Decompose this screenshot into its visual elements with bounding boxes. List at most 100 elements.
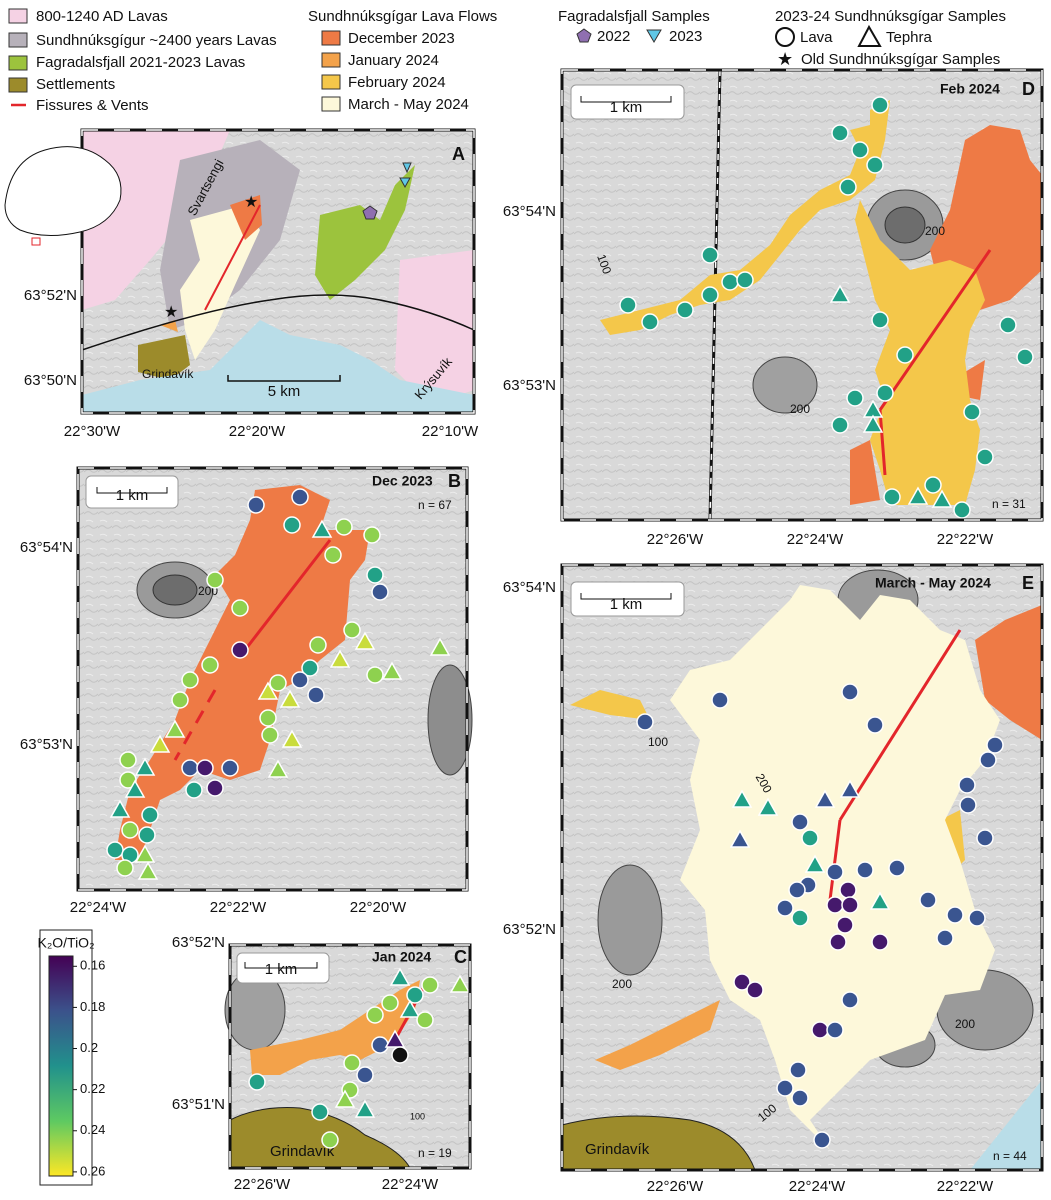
lava-sample xyxy=(309,636,327,654)
map-shape xyxy=(81,294,475,351)
lava-sample xyxy=(829,933,847,951)
map-shape xyxy=(4,146,122,236)
map-shape xyxy=(828,819,842,901)
lava-sample xyxy=(839,881,857,899)
lava-sample xyxy=(871,311,889,329)
group xyxy=(619,96,1034,519)
lava-sample xyxy=(283,516,301,534)
map-shape xyxy=(709,69,721,521)
lava-sample xyxy=(141,806,159,824)
lava-sample xyxy=(746,981,764,999)
map-label: Grindavík xyxy=(585,1141,650,1158)
lava-sample xyxy=(999,316,1017,334)
lava-sample xyxy=(311,1103,329,1121)
map-shape xyxy=(152,574,198,606)
tephra-sample xyxy=(311,519,333,538)
colorbar-tick-label: 0.2 xyxy=(80,1040,98,1055)
tephra-sample xyxy=(134,757,156,776)
tephra-sample xyxy=(869,891,891,910)
map-shape xyxy=(315,165,415,300)
map-label: 63°53'N xyxy=(20,736,73,753)
tephra-sample xyxy=(329,649,351,668)
map-label: Feb 2024 xyxy=(940,81,1000,97)
map-shape xyxy=(229,1107,411,1169)
lava-sample xyxy=(979,751,997,769)
lava-sample xyxy=(871,933,889,951)
tephra-sample xyxy=(384,1029,406,1048)
legend-swatch xyxy=(646,29,662,43)
lava-sample xyxy=(363,526,381,544)
map-shape xyxy=(580,593,672,600)
legend: 800-1240 AD Lavas Sundhnúksgígur ~2400 y… xyxy=(8,8,1006,114)
map-label: Grindavík xyxy=(142,367,194,381)
legend-label: 800-1240 AD Lavas xyxy=(36,8,168,25)
lava-sample xyxy=(391,1046,409,1064)
map-shape xyxy=(402,162,412,174)
lava-sample xyxy=(324,546,342,564)
map-label: 63°51'N xyxy=(172,1096,225,1113)
lava-sample xyxy=(866,156,884,174)
map-label: 22°24'W xyxy=(382,1176,439,1193)
map-label: 1 km xyxy=(610,596,643,613)
legend-label: 2023 xyxy=(669,28,702,45)
legend-label: Old Sundhnúksgígar Samples xyxy=(801,51,1000,68)
lava-sample xyxy=(181,671,199,689)
tephra-sample xyxy=(381,661,403,680)
tephra-sample xyxy=(281,729,303,748)
lava-sample xyxy=(826,1021,844,1039)
legend-title: 2023-24 Sundhnúksgígar Samples xyxy=(775,8,1006,25)
map-shape xyxy=(138,335,190,380)
lava-sample xyxy=(968,909,986,927)
lava-sample xyxy=(291,671,309,689)
map-label: 63°52'N xyxy=(24,287,77,304)
map-shape xyxy=(597,864,663,976)
colorbar-tick-label: 0.22 xyxy=(80,1081,105,1096)
map-shape xyxy=(427,664,473,776)
legend-label: Sundhnúksgígur ~2400 years Lavas xyxy=(36,32,277,49)
map-label: 22°20'W xyxy=(350,899,407,916)
map-label: March - May 2024 xyxy=(875,575,991,591)
map-shape xyxy=(399,177,411,189)
lava-sample xyxy=(116,859,134,877)
map-shape xyxy=(970,1080,1042,1170)
lava-sample xyxy=(321,1131,339,1149)
lava-sample xyxy=(171,691,189,709)
legend-label: Tephra xyxy=(886,29,933,46)
map-label: 63°52'N xyxy=(503,921,556,938)
legend-swatch: ★ xyxy=(777,49,793,69)
tephra-sample xyxy=(354,1099,376,1118)
lava-sample xyxy=(776,1079,794,1097)
tephra-sample xyxy=(257,681,279,700)
legend-label: February 2024 xyxy=(348,74,446,91)
lava-sample xyxy=(307,686,325,704)
map-label: n = 19 xyxy=(418,1146,452,1160)
colorbar-tick-label: 0.16 xyxy=(80,958,105,973)
map-label: 200 xyxy=(790,402,810,416)
lava-sample xyxy=(976,448,994,466)
map-shape xyxy=(77,467,468,891)
lava-sample xyxy=(791,909,809,927)
map-label: 63°53'N xyxy=(503,377,556,394)
lava-sample xyxy=(919,891,937,909)
map-label: Jan 2024 xyxy=(372,949,431,965)
legend-label: Fagradalsfjall 2021-2023 Lavas xyxy=(36,54,245,71)
map-shape xyxy=(395,250,474,405)
map-shape xyxy=(229,944,471,1169)
lava-sample xyxy=(619,296,637,314)
lava-sample xyxy=(841,896,859,914)
lava-sample xyxy=(335,518,353,536)
lava-sample xyxy=(986,736,1004,754)
lava-sample xyxy=(636,713,654,731)
legend-swatch xyxy=(8,32,28,48)
legend-label: December 2023 xyxy=(348,30,455,47)
group xyxy=(248,967,471,1149)
tephra-sample xyxy=(729,829,751,848)
lava-sample xyxy=(776,899,794,917)
colorbar-tick-label: 0.24 xyxy=(80,1122,105,1137)
lava-sample xyxy=(791,813,809,831)
tephra-sample xyxy=(149,734,171,753)
lava-sample xyxy=(421,976,439,994)
map-shape xyxy=(173,689,217,761)
